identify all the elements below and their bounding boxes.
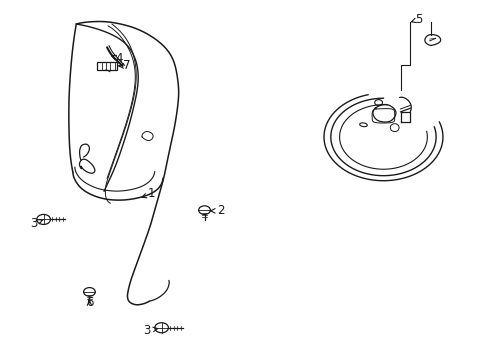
- Text: 7: 7: [119, 59, 130, 72]
- Text: 3: 3: [143, 324, 157, 337]
- Text: 6: 6: [85, 296, 93, 309]
- Text: 4: 4: [111, 52, 122, 65]
- Text: 2: 2: [210, 204, 224, 217]
- Text: 1: 1: [142, 187, 155, 200]
- Circle shape: [374, 100, 382, 105]
- Text: 3: 3: [30, 217, 43, 230]
- Text: 5: 5: [410, 13, 422, 26]
